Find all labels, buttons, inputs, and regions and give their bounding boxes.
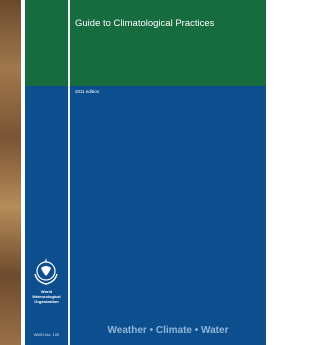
page: Guide to Climatological Practices 2011 e… (0, 0, 271, 345)
org-line: Organization (25, 299, 68, 304)
cover-photo-strip (0, 0, 21, 345)
document-number: WMO-No. 100 (25, 332, 68, 337)
wmo-logo (31, 256, 61, 286)
divider-line (68, 0, 70, 345)
cover-title: Guide to Climatological Practices (75, 18, 214, 29)
edition: 2011 edition (75, 89, 99, 94)
book-cover: Guide to Climatological Practices 2011 e… (25, 0, 266, 345)
organization-name: World Meteorological Organization (25, 289, 68, 304)
title-band (25, 0, 266, 86)
tagline: Weather • Climate • Water (70, 325, 266, 336)
